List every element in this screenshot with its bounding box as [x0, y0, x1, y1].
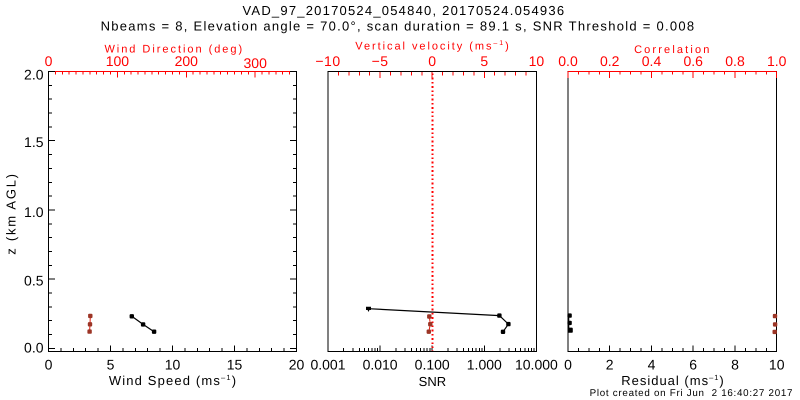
svg-text:1.0: 1.0	[24, 204, 44, 220]
svg-text:Wind Speed (ms–1): Wind Speed (ms–1)	[109, 373, 237, 388]
svg-text:6: 6	[689, 357, 697, 373]
svg-text:10: 10	[165, 357, 181, 373]
svg-text:−5: −5	[372, 53, 389, 69]
svg-text:10: 10	[769, 357, 785, 373]
svg-text:0.0: 0.0	[24, 340, 44, 356]
svg-text:1.5: 1.5	[24, 134, 44, 150]
svg-text:−10: −10	[315, 53, 340, 69]
svg-text:Correlation: Correlation	[634, 44, 711, 56]
svg-text:0.6: 0.6	[683, 53, 703, 69]
svg-text:20: 20	[289, 357, 305, 373]
svg-text:0.8: 0.8	[725, 53, 745, 69]
svg-text:200: 200	[175, 53, 199, 69]
svg-text:0: 0	[428, 53, 436, 69]
svg-text:Vertical velocity (ms–1): Vertical velocity (ms–1)	[355, 40, 510, 53]
svg-text:0: 0	[564, 357, 572, 373]
svg-text:10: 10	[529, 53, 545, 69]
svg-text:5: 5	[480, 53, 488, 69]
svg-text:0: 0	[45, 357, 53, 373]
svg-text:1.000: 1.000	[467, 357, 502, 373]
svg-text:0.4: 0.4	[642, 53, 662, 69]
svg-text:15: 15	[227, 357, 243, 373]
svg-text:0.5: 0.5	[24, 273, 44, 289]
svg-text:Wind Direction (deg): Wind Direction (deg)	[104, 44, 244, 56]
svg-text:Nbeams = 8, Elevation angle =: Nbeams = 8, Elevation angle = 70.0°, sca…	[101, 19, 696, 34]
svg-text:0: 0	[45, 53, 53, 69]
svg-text:2.0: 2.0	[24, 67, 44, 83]
svg-text:1.0: 1.0	[767, 53, 787, 69]
svg-text:SNR: SNR	[419, 374, 446, 389]
svg-text:VAD_97_20170524_054840, 201705: VAD_97_20170524_054840, 20170524.054936	[243, 3, 566, 18]
svg-text:0.2: 0.2	[600, 53, 620, 69]
svg-text:100: 100	[106, 53, 130, 69]
svg-text:4: 4	[648, 357, 656, 373]
svg-text:Residual (ms–1): Residual (ms–1)	[621, 373, 725, 388]
svg-text:Plot created on Fri Jun 2 16:: Plot created on Fri Jun 2 16:40:27 2017	[590, 388, 794, 399]
svg-text:0.010: 0.010	[363, 357, 398, 373]
svg-text:0.001: 0.001	[310, 357, 345, 373]
svg-text:300: 300	[244, 55, 268, 71]
svg-text:5: 5	[107, 357, 115, 373]
svg-text:10.000: 10.000	[515, 357, 558, 373]
svg-text:0.0: 0.0	[558, 53, 578, 69]
svg-text:2: 2	[606, 357, 614, 373]
svg-text:0.100: 0.100	[415, 357, 450, 373]
svg-text:8: 8	[731, 357, 739, 373]
svg-text:z (km AGL): z (km AGL)	[4, 172, 19, 255]
